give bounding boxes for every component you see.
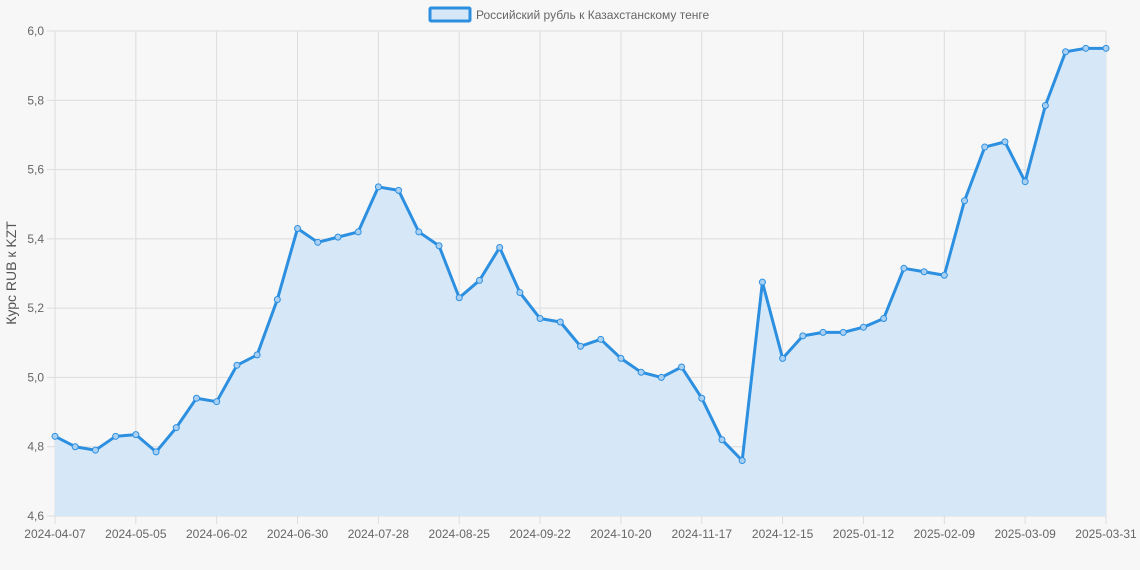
data-point[interactable]: [112, 432, 120, 440]
data-point[interactable]: [738, 457, 746, 465]
legend[interactable]: Российский рубль к Казахстанскому тенге: [428, 6, 710, 23]
x-tick-label: 2025-02-09: [914, 527, 976, 541]
data-point[interactable]: [859, 323, 867, 331]
data-point[interactable]: [213, 398, 221, 406]
data-point[interactable]: [637, 368, 645, 376]
legend-swatch[interactable]: [428, 6, 472, 23]
y-tick-label: 5,2: [27, 301, 44, 315]
x-tick-label: 2024-05-05: [105, 527, 167, 541]
data-point[interactable]: [1062, 48, 1070, 56]
data-point[interactable]: [435, 242, 443, 250]
x-tick-label: 2024-11-17: [672, 527, 733, 541]
x-tick-label: 2024-06-30: [267, 527, 329, 541]
y-tick-label: 5,6: [27, 163, 44, 177]
x-axis-ticks: 2024-04-07 2024-05-05 2024-06-02 2024-06-30…: [24, 527, 1137, 541]
data-point[interactable]: [758, 278, 766, 286]
data-point[interactable]: [698, 394, 706, 402]
data-point[interactable]: [819, 328, 827, 336]
x-tick-label: 2024-08-25: [429, 527, 491, 541]
data-point[interactable]: [779, 354, 787, 362]
data-point[interactable]: [880, 315, 888, 323]
series-area-fill: [55, 48, 1106, 516]
x-tick-label: 2024-06-02: [186, 527, 248, 541]
data-point[interactable]: [597, 335, 605, 343]
x-tick-label: 2024-09-22: [509, 527, 571, 541]
data-point[interactable]: [617, 354, 625, 362]
data-point[interactable]: [799, 332, 807, 340]
y-tick-label: 4,8: [27, 440, 44, 454]
x-tick-label: 2025-03-31: [1075, 527, 1137, 541]
y-axis-title: Курс RUB к KZT: [3, 221, 19, 325]
data-point[interactable]: [536, 315, 544, 323]
data-point[interactable]: [1001, 138, 1009, 146]
y-tick-label: 5,4: [27, 232, 44, 246]
data-point[interactable]: [718, 436, 726, 444]
data-point[interactable]: [516, 289, 524, 297]
data-point[interactable]: [192, 394, 200, 402]
y-axis-ticks: 4,6 4,8 5,0 5,2 5,4 5,6 5,8 6,0: [27, 24, 44, 523]
data-point[interactable]: [496, 244, 504, 252]
data-point[interactable]: [374, 183, 382, 191]
data-point[interactable]: [1102, 44, 1110, 52]
data-point[interactable]: [961, 197, 969, 205]
data-point[interactable]: [51, 432, 59, 440]
data-point[interactable]: [1021, 178, 1029, 186]
data-point[interactable]: [1041, 101, 1049, 109]
data-point[interactable]: [172, 424, 180, 432]
data-point[interactable]: [395, 186, 403, 194]
data-point[interactable]: [334, 233, 342, 241]
x-tick-label: 2025-01-12: [833, 527, 895, 541]
data-point[interactable]: [71, 443, 79, 451]
data-point[interactable]: [152, 448, 160, 456]
x-tick-label: 2024-10-20: [590, 527, 652, 541]
data-point[interactable]: [354, 228, 362, 236]
y-tick-label: 6,0: [27, 24, 44, 38]
data-point[interactable]: [981, 143, 989, 151]
x-tick-label: 2024-04-07: [24, 527, 86, 541]
data-point[interactable]: [900, 264, 908, 272]
data-point[interactable]: [657, 373, 665, 381]
legend-label[interactable]: Российский рубль к Казахстанскому тенге: [476, 8, 710, 22]
data-point[interactable]: [253, 351, 261, 359]
data-point[interactable]: [678, 363, 686, 371]
data-point[interactable]: [556, 318, 564, 326]
x-tick-label: 2024-07-28: [348, 527, 410, 541]
data-point[interactable]: [1082, 44, 1090, 52]
data-point[interactable]: [294, 224, 302, 232]
data-point[interactable]: [455, 294, 463, 302]
data-point[interactable]: [475, 276, 483, 284]
data-point[interactable]: [839, 328, 847, 336]
y-tick-label: 5,8: [27, 93, 44, 107]
y-tick-label: 5,0: [27, 370, 44, 384]
data-point[interactable]: [577, 342, 584, 350]
data-points: [51, 44, 1110, 465]
data-point[interactable]: [314, 238, 322, 246]
data-point[interactable]: [920, 268, 928, 276]
data-point[interactable]: [91, 446, 99, 454]
y-tick-label: 4,6: [27, 509, 44, 523]
data-point[interactable]: [273, 295, 281, 303]
data-point[interactable]: [415, 228, 423, 236]
x-tick-label: 2024-12-15: [752, 527, 814, 541]
data-point[interactable]: [233, 361, 241, 369]
x-tick-label: 2025-03-09: [994, 527, 1056, 541]
data-point[interactable]: [940, 271, 948, 279]
data-point[interactable]: [132, 431, 140, 439]
